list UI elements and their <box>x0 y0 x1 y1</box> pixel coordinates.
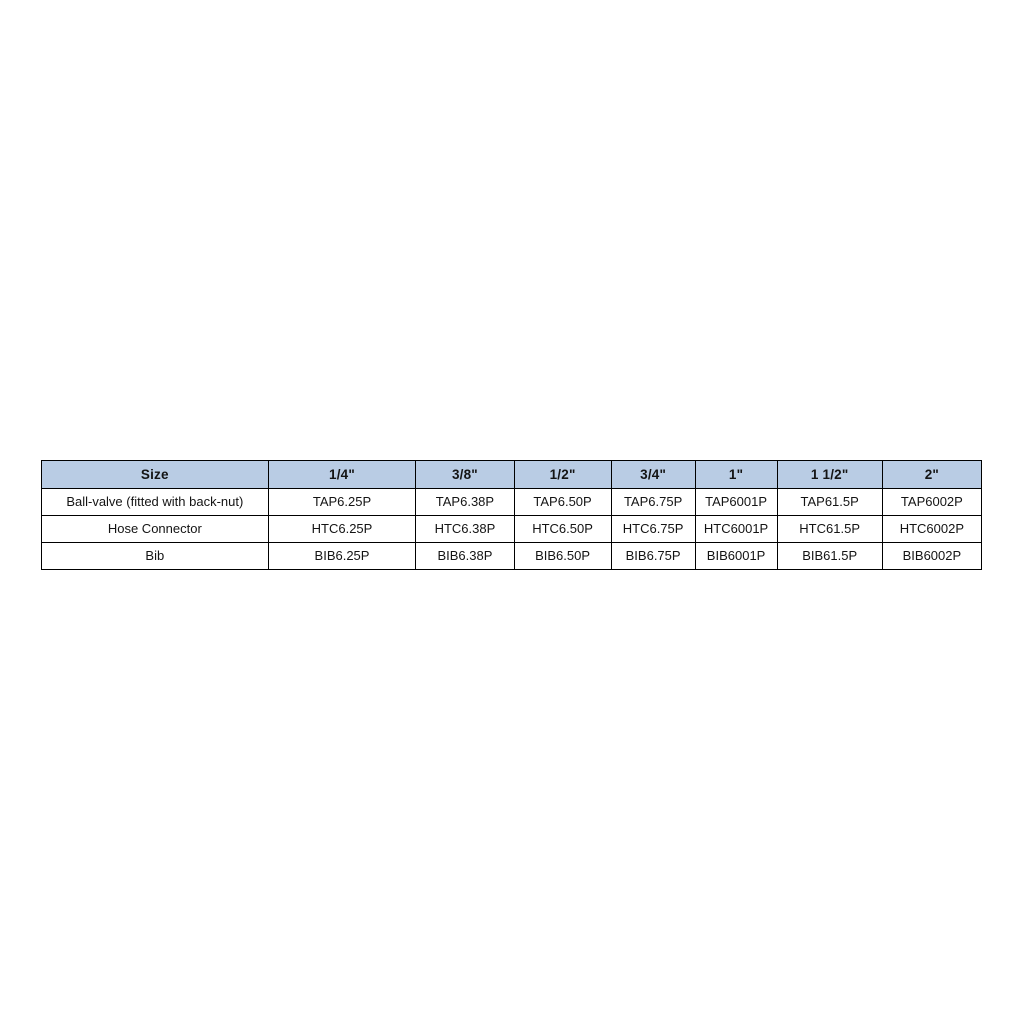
column-header-size: Size <box>41 460 269 489</box>
column-header-three-quarter-inch: 3/4" <box>610 460 696 489</box>
table-cell: HTC6002P <box>881 515 983 543</box>
row-label-hose-connector: Hose Connector <box>41 515 269 543</box>
table-cell: HTC6.38P <box>415 515 515 543</box>
table-row: Ball-valve (fitted with back-nut) TAP6.2… <box>41 488 983 516</box>
table-body: Ball-valve (fitted with back-nut) TAP6.2… <box>41 488 983 570</box>
column-header-three-eighths-inch: 3/8" <box>415 460 515 489</box>
table-cell: BIB6.75P <box>610 542 696 570</box>
table-row: Hose Connector HTC6.25P HTC6.38P HTC6.50… <box>41 515 983 543</box>
table-cell: HTC6.50P <box>513 515 612 543</box>
table-cell: TAP6.75P <box>610 488 696 516</box>
table-cell: TAP6002P <box>881 488 983 516</box>
table-cell: TAP6.25P <box>267 488 417 516</box>
table-cell: TAP61.5P <box>776 488 883 516</box>
table-cell: BIB6.25P <box>267 542 417 570</box>
table-cell: TAP6001P <box>694 488 778 516</box>
table-cell: BIB6001P <box>694 542 778 570</box>
size-code-table: Size 1/4" 3/8" 1/2" 3/4" 1" 1 1/2" 2" Ba… <box>41 460 983 570</box>
table-cell: BIB6002P <box>881 542 983 570</box>
table-cell: HTC6.75P <box>610 515 696 543</box>
table-cell: HTC6.25P <box>267 515 417 543</box>
table-cell: HTC61.5P <box>776 515 883 543</box>
table-row: Bib BIB6.25P BIB6.38P BIB6.50P BIB6.75P … <box>41 542 983 570</box>
row-label-bib: Bib <box>41 542 269 570</box>
size-code-table-container: Size 1/4" 3/8" 1/2" 3/4" 1" 1 1/2" 2" Ba… <box>41 460 983 570</box>
row-label-ball-valve: Ball-valve (fitted with back-nut) <box>41 488 269 516</box>
table-cell: TAP6.38P <box>415 488 515 516</box>
table-cell: TAP6.50P <box>513 488 612 516</box>
table-cell: BIB6.50P <box>513 542 612 570</box>
column-header-quarter-inch: 1/4" <box>267 460 417 489</box>
table-header: Size 1/4" 3/8" 1/2" 3/4" 1" 1 1/2" 2" <box>41 460 983 489</box>
table-cell: BIB6.38P <box>415 542 515 570</box>
table-header-row: Size 1/4" 3/8" 1/2" 3/4" 1" 1 1/2" 2" <box>41 460 983 489</box>
column-header-half-inch: 1/2" <box>513 460 612 489</box>
column-header-two-inch: 2" <box>881 460 983 489</box>
table-cell: BIB61.5P <box>776 542 883 570</box>
column-header-one-and-half-inch: 1 1/2" <box>776 460 883 489</box>
column-header-one-inch: 1" <box>694 460 778 489</box>
table-cell: HTC6001P <box>694 515 778 543</box>
